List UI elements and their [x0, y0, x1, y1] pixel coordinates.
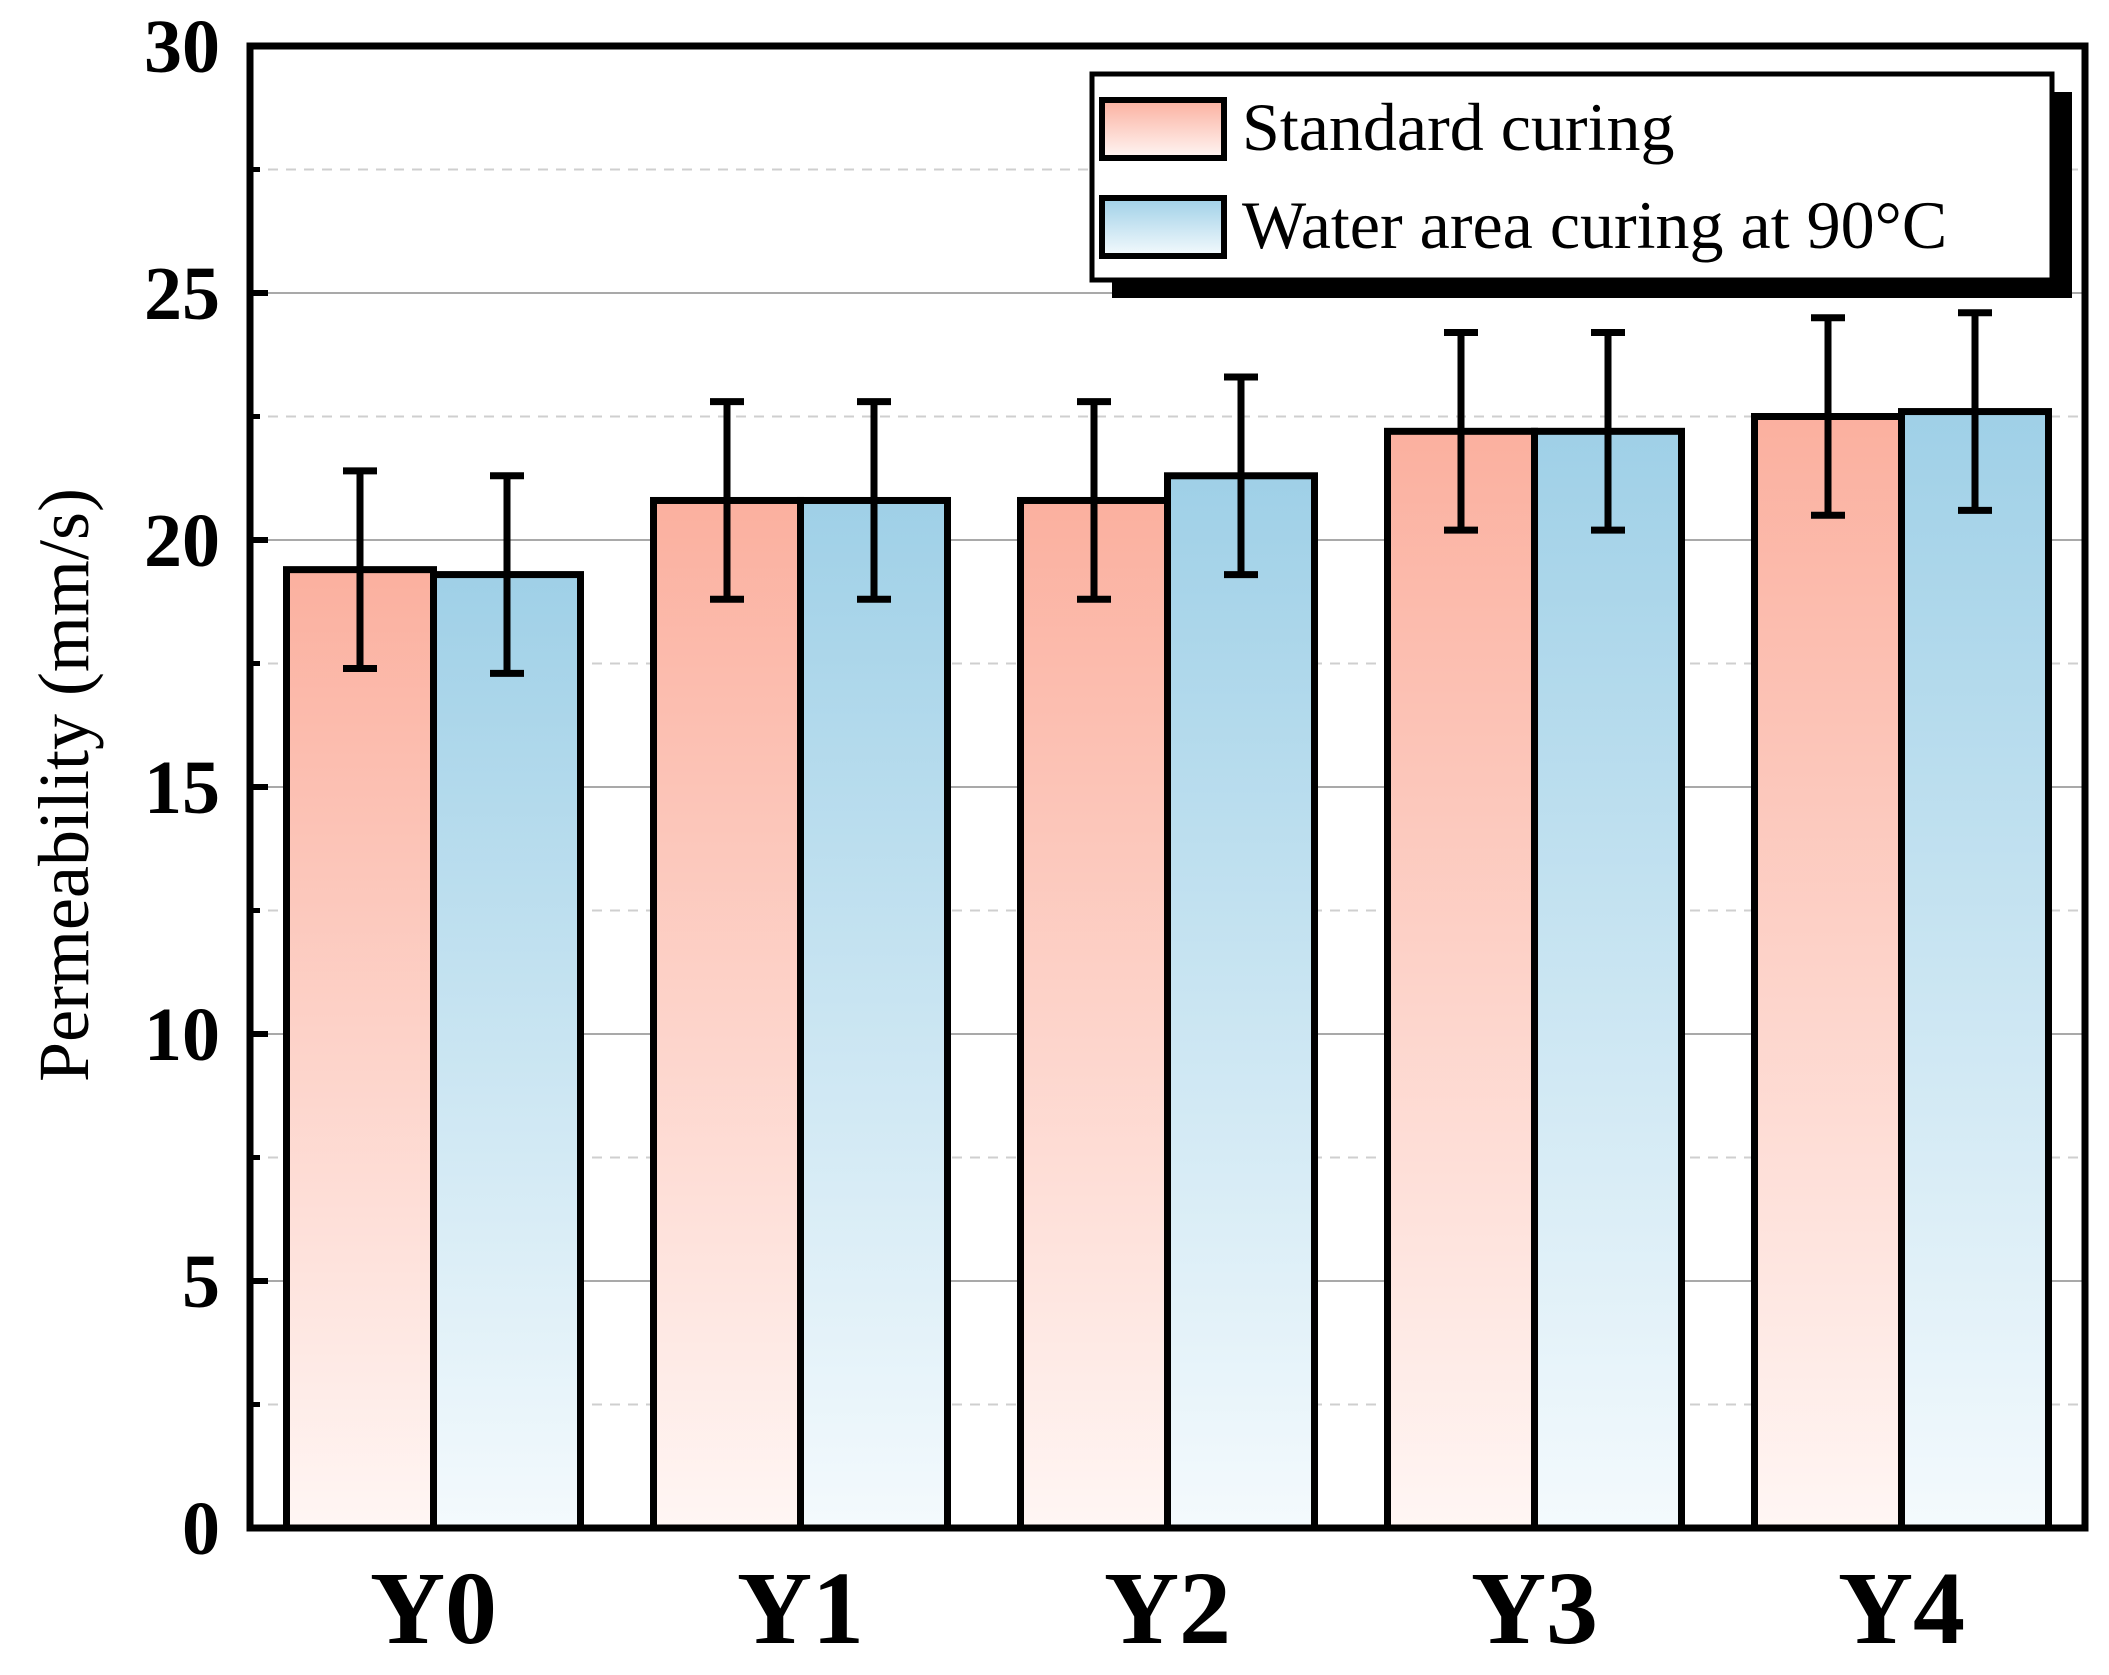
bar-y0-series-1	[283, 566, 437, 1532]
bar-y3-series-2	[1531, 427, 1685, 1532]
bars	[283, 408, 2052, 1532]
y-tick-label: 25	[144, 252, 220, 336]
y-tick-label: 20	[144, 499, 220, 583]
legend-label-series-1: Standard curing	[1242, 89, 1674, 165]
bar-y3-series-1	[1384, 427, 1538, 1532]
legend-label-series-2: Water area curing at 90°C	[1242, 187, 1947, 263]
bar-y4-series-2	[1898, 408, 2052, 1532]
y-tick-label: 10	[144, 993, 220, 1077]
tick-labels: 0 5 10 15 20 25 30 Y0 Y1 Y2 Y3 Y4	[144, 5, 1965, 1666]
bar-y0-series-2	[430, 571, 584, 1532]
bar-y1-series-1	[650, 496, 804, 1532]
axes	[246, 42, 2089, 1532]
bar-y1-series-2	[797, 496, 951, 1532]
x-tick-label-y1: Y1	[737, 1551, 864, 1666]
y-tick-label: 30	[144, 5, 220, 89]
legend-box	[1089, 71, 2055, 283]
y-tick-label: 5	[182, 1240, 220, 1324]
bar-y4-series-1	[1751, 413, 1905, 1532]
legend-swatch-series-2	[1099, 195, 1227, 259]
bar-y2-series-2	[1164, 472, 1318, 1532]
y-axis-title: Permeability (mm/s)	[24, 488, 104, 1082]
legend: Standard curing Water area curing at 90°C	[1089, 71, 2072, 298]
x-tick-label-y3: Y3	[1471, 1551, 1598, 1666]
x-tick-label-y2: Y2	[1104, 1551, 1231, 1666]
legend-swatch-series-1	[1099, 97, 1227, 161]
bar-y2-series-1	[1017, 496, 1171, 1532]
x-tick-label-y4: Y4	[1838, 1551, 1965, 1666]
x-tick-label-y0: Y0	[370, 1551, 497, 1666]
y-tick-label: 15	[144, 746, 220, 830]
error-bars	[343, 309, 1992, 677]
y-tick-label: 0	[182, 1487, 220, 1571]
